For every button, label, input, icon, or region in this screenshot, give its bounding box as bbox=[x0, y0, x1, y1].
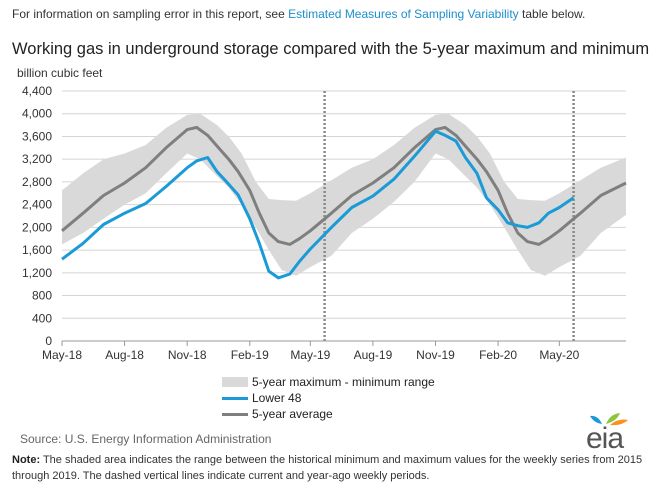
sampling-note-suffix: table below. bbox=[518, 7, 586, 21]
legend-label-average: 5-year average bbox=[252, 407, 333, 421]
y-tick-label: 2,400 bbox=[22, 198, 52, 212]
eia-logo-mark bbox=[590, 413, 628, 426]
five-year-range-band bbox=[62, 113, 626, 276]
source-text: Source: U.S. Energy Information Administ… bbox=[20, 432, 272, 446]
y-axis-label: billion cubic feet bbox=[17, 66, 103, 80]
x-tick-label: May-19 bbox=[290, 348, 330, 362]
legend-swatch-lower48 bbox=[222, 396, 248, 400]
y-axis-ticks: 0 400 800 1,200 1,600 2,000 2,400 2,800 3,200 3,6… bbox=[22, 84, 52, 348]
y-tick-label: 1,200 bbox=[22, 266, 52, 280]
sampling-note-prefix: For information on sampling error in thi… bbox=[12, 7, 289, 21]
legend-swatch-range bbox=[222, 377, 248, 387]
footnote-label: Note: bbox=[12, 454, 41, 466]
x-tick-label: May-18 bbox=[42, 348, 82, 362]
legend-swatch-average bbox=[222, 412, 248, 416]
legend-item-lower48: Lower 48 bbox=[222, 390, 435, 406]
x-tick-label: Feb-20 bbox=[479, 348, 517, 362]
chart-legend: 5-year maximum - minimum range Lower 48 … bbox=[222, 374, 435, 422]
y-tick-label: 3,600 bbox=[22, 129, 52, 143]
y-tick-label: 2,800 bbox=[22, 175, 52, 189]
x-tick-label: Nov-19 bbox=[416, 348, 455, 362]
five-year-average-line bbox=[61, 125, 627, 246]
x-axis-ticks: May-18 Aug-18 Nov-18 Feb-19 May-19 Aug-19 Nov-… bbox=[42, 341, 580, 362]
sampling-error-note: For information on sampling error in thi… bbox=[12, 7, 585, 21]
legend-label-range: 5-year maximum - minimum range bbox=[252, 375, 435, 389]
y-tick-label: 4,000 bbox=[22, 107, 52, 121]
eia-logo-text: eia bbox=[586, 422, 624, 455]
footnote-text: The shaded area indicates the range betw… bbox=[12, 454, 643, 482]
y-tick-label: 1,600 bbox=[22, 243, 52, 257]
x-tick-label: Aug-18 bbox=[105, 348, 144, 362]
x-tick-label: Nov-18 bbox=[168, 348, 207, 362]
x-tick-label: May-20 bbox=[539, 348, 579, 362]
y-tick-label: 2,000 bbox=[22, 220, 52, 234]
y-tick-label: 0 bbox=[45, 334, 52, 348]
lower-48-line bbox=[61, 129, 575, 280]
legend-item-average: 5-year average bbox=[222, 406, 435, 422]
chart-title: Working gas in underground storage compa… bbox=[12, 40, 650, 58]
y-tick-label: 800 bbox=[32, 289, 52, 303]
storage-chart: 0 400 800 1,200 1,600 2,000 2,400 2,800 3,200 3,6… bbox=[17, 66, 627, 362]
x-tick-label: Aug-19 bbox=[354, 348, 393, 362]
reference-lines bbox=[323, 91, 575, 341]
x-tick-label: Feb-19 bbox=[231, 348, 269, 362]
legend-item-range: 5-year maximum - minimum range bbox=[222, 374, 435, 390]
legend-label-lower48: Lower 48 bbox=[252, 391, 302, 405]
y-tick-label: 3,200 bbox=[22, 152, 52, 166]
y-tick-label: 400 bbox=[32, 311, 52, 325]
eia-logo: eia bbox=[584, 412, 634, 455]
sampling-variability-link[interactable]: Estimated Measures of Sampling Variabili… bbox=[288, 7, 519, 21]
y-tick-label: 4,400 bbox=[22, 84, 52, 98]
footnote: Note: The shaded area indicates the rang… bbox=[12, 452, 652, 484]
